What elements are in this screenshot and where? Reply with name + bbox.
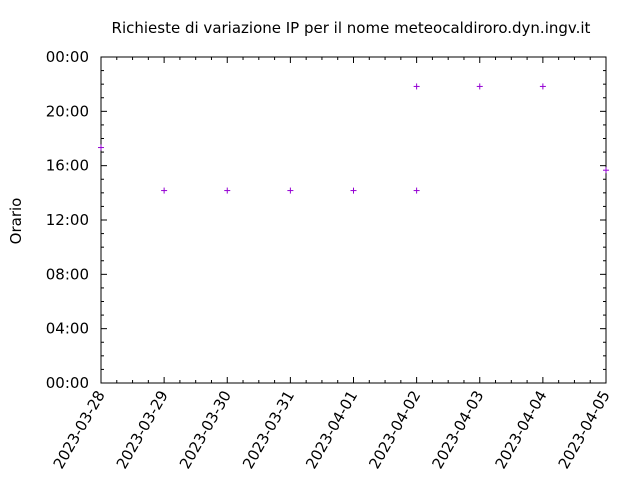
- y-tick-label: 08:00: [46, 265, 89, 283]
- data-point: [413, 187, 420, 194]
- data-point: [224, 187, 231, 194]
- y-axis-label: Orario: [7, 198, 25, 245]
- x-tick-label: 2023-03-30: [176, 388, 235, 473]
- data-point: [350, 187, 357, 194]
- x-tick-label: 2023-03-28: [50, 388, 109, 473]
- y-tick-label: 00:00: [46, 374, 89, 392]
- x-tick-labels: 2023-03-28 2023-03-29 2023-03-30 2023-03-31…: [50, 388, 614, 473]
- x-tick-label: 2023-03-31: [239, 388, 298, 473]
- x-tick-label: 2023-04-01: [302, 388, 361, 473]
- data-point: [98, 144, 104, 151]
- data-point: [161, 187, 168, 194]
- y-tick-label: 00:00: [46, 48, 89, 66]
- y-tick-label: 04:00: [46, 320, 89, 338]
- data-point: [476, 83, 483, 90]
- data-points: [98, 83, 609, 194]
- chart-title: Richieste di variazione IP per il nome m…: [112, 19, 591, 37]
- x-tick-label: 2023-04-02: [365, 388, 424, 473]
- x-tick-label: 2023-04-03: [428, 388, 487, 473]
- axis-ticks: [100, 56, 607, 384]
- y-tick-label: 12:00: [46, 211, 89, 229]
- data-point: [287, 187, 294, 194]
- y-tick-label: 20:00: [46, 102, 89, 120]
- data-point: [413, 83, 420, 90]
- data-point: [603, 167, 609, 174]
- x-tick-label: 2023-03-29: [113, 388, 172, 473]
- y-tick-label: 16:00: [46, 157, 89, 175]
- plot-frame: [100, 56, 607, 384]
- x-tick-label: 2023-04-05: [555, 388, 614, 473]
- x-tick-label: 2023-04-04: [491, 388, 550, 473]
- y-tick-labels: 00:00 04:00 08:00 12:00 16:00 20:00 00:00: [46, 48, 89, 392]
- data-point: [539, 83, 546, 90]
